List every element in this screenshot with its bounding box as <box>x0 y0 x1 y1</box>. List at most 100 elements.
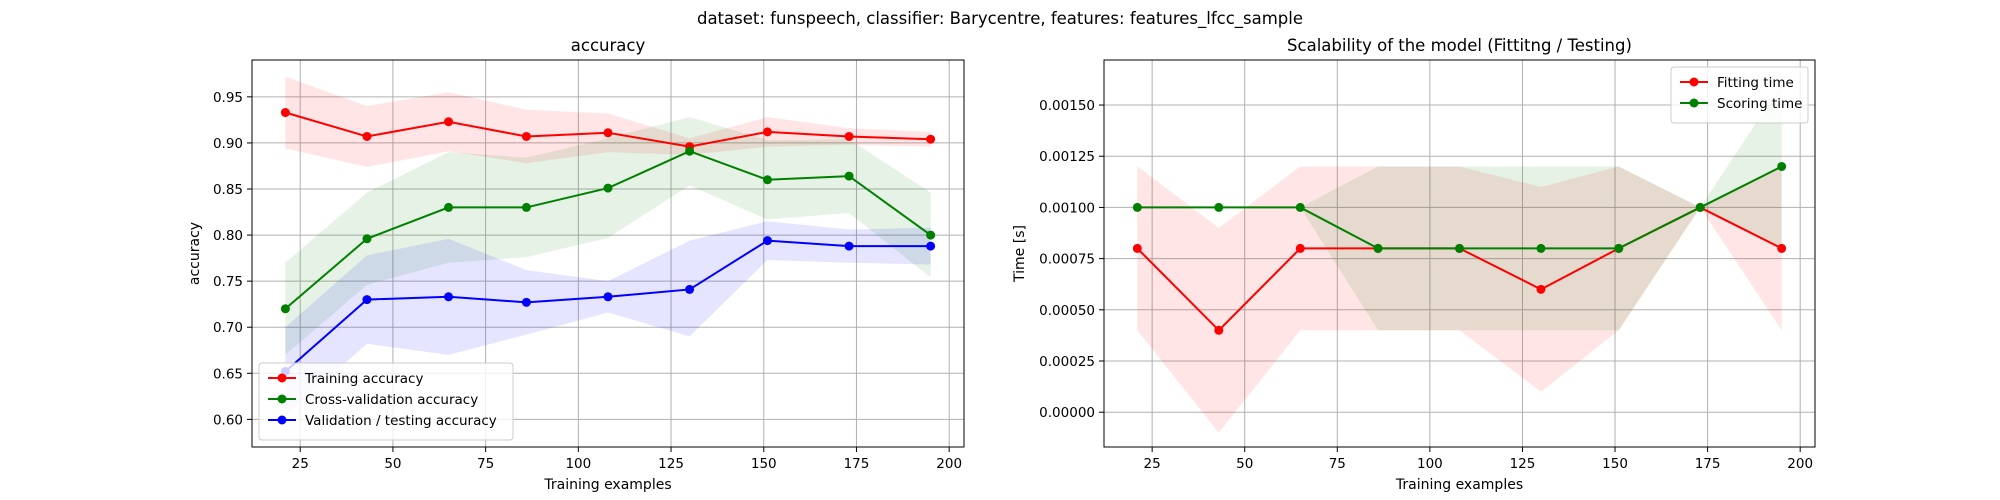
chart-title: Scalability of the model (Fittitng / Tes… <box>1287 36 1632 55</box>
data-point <box>521 297 531 307</box>
data-point <box>1614 243 1624 253</box>
x-tick-label: 25 <box>1144 456 1161 472</box>
y-tick-label: 0.00025 <box>1039 354 1095 370</box>
data-point <box>926 241 936 251</box>
figure-suptitle: dataset: funspeech, classifier: Barycent… <box>697 9 1303 29</box>
x-tick-label: 200 <box>1787 456 1813 472</box>
x-tick-label: 150 <box>1602 456 1628 472</box>
data-point <box>521 202 531 212</box>
legend: Training accuracy Cross-validation accura… <box>258 362 514 441</box>
legend-swatch-marker <box>277 373 287 383</box>
y-tick-label: 0.00125 <box>1039 149 1095 165</box>
legend-label: Training accuracy <box>304 371 423 387</box>
axes-frame <box>1103 59 1816 448</box>
data-point <box>280 304 290 314</box>
data-point <box>603 183 613 193</box>
data-point <box>362 295 372 305</box>
x-tick-label: 125 <box>1510 456 1536 472</box>
legend-label: Fitting time <box>1717 75 1794 91</box>
y-tick-label: 0.90 <box>213 136 243 152</box>
legend-swatch-marker <box>277 415 287 425</box>
y-tick-label: 0.80 <box>213 228 243 244</box>
confidence-band-0 <box>1137 166 1782 433</box>
data-point <box>362 234 372 244</box>
y-tick-label: 0.65 <box>213 366 243 382</box>
legend-swatch-marker <box>277 394 287 404</box>
legend-label: Scoring time <box>1717 96 1802 112</box>
data-point <box>1214 325 1224 335</box>
data-point <box>762 236 772 246</box>
data-point <box>762 127 772 137</box>
data-point <box>1295 202 1305 212</box>
y-tick-label: 0.00075 <box>1039 252 1095 268</box>
y-tick-label: 0.00050 <box>1039 303 1095 319</box>
data-point <box>1132 243 1142 253</box>
legend-swatch-marker <box>1689 98 1699 108</box>
data-point <box>844 241 854 251</box>
x-tick-label: 200 <box>936 456 962 472</box>
plot-area <box>1132 84 1787 433</box>
y-tick-label: 0.85 <box>213 182 243 198</box>
y-tick-label: 0.75 <box>213 274 243 290</box>
data-point <box>685 146 695 156</box>
y-axis-label: accuracy <box>187 222 203 285</box>
data-point <box>1295 243 1305 253</box>
y-axis-label: Time [s] <box>1012 225 1028 283</box>
data-point <box>685 284 695 294</box>
data-point <box>603 128 613 138</box>
data-point <box>762 175 772 185</box>
data-point <box>1536 243 1546 253</box>
x-axis-label: Training examples <box>543 477 671 493</box>
data-point <box>1536 284 1546 294</box>
data-point <box>844 171 854 181</box>
data-point <box>444 117 454 127</box>
x-tick-label: 175 <box>844 456 870 472</box>
legend-label: Validation / testing accuracy <box>305 413 497 429</box>
x-tick-label: 125 <box>658 456 684 472</box>
legend-label: Cross-validation accuracy <box>305 392 478 408</box>
x-tick-label: 100 <box>565 456 591 472</box>
axes-frame <box>251 59 965 448</box>
y-tick-label: 0.00150 <box>1039 98 1095 114</box>
confidence-band-1 <box>1137 84 1782 331</box>
data-point <box>280 108 290 118</box>
x-tick-label: 75 <box>1329 456 1346 472</box>
x-tick-label: 50 <box>1236 456 1253 472</box>
x-tick-label: 75 <box>477 456 494 472</box>
y-tick-label: 0.00000 <box>1039 405 1095 421</box>
data-point <box>844 131 854 141</box>
data-point <box>1777 243 1787 253</box>
data-point <box>1695 202 1705 212</box>
data-point <box>603 292 613 302</box>
y-tick-label: 0.70 <box>213 320 243 336</box>
x-axis-label: Training examples <box>1395 477 1523 493</box>
x-tick-label: 175 <box>1695 456 1721 472</box>
data-point <box>1373 243 1383 253</box>
legend-swatch-marker <box>1689 77 1699 87</box>
data-point <box>926 230 936 240</box>
confidence-band-0 <box>285 76 931 167</box>
data-point <box>1777 161 1787 171</box>
data-point <box>362 131 372 141</box>
confidence-band-2 <box>285 221 931 416</box>
legend-box <box>258 362 514 441</box>
x-tick-label: 150 <box>751 456 777 472</box>
x-tick-label: 25 <box>292 456 309 472</box>
data-point <box>521 131 531 141</box>
data-point <box>444 202 454 212</box>
y-tick-label: 0.60 <box>213 412 243 428</box>
chart-title: accuracy <box>571 36 646 55</box>
data-point <box>1214 202 1224 212</box>
data-point <box>1455 243 1464 253</box>
scalability-chart: 25 50 75 100 125 150 175 200 0.00000 0.00025 0.000… <box>1012 36 1816 493</box>
y-tick-label: 0.95 <box>213 90 243 106</box>
data-point <box>926 134 936 144</box>
data-point <box>444 292 454 302</box>
plot-area <box>280 76 936 416</box>
x-tick-label: 50 <box>384 456 401 472</box>
data-point <box>1132 202 1142 212</box>
accuracy-chart: 25 50 75 100 125 150 175 200 0.60 0.65 0.70 0.75 0.8… <box>187 36 965 493</box>
x-tick-label: 100 <box>1417 456 1443 472</box>
y-tick-label: 0.00100 <box>1039 200 1095 216</box>
